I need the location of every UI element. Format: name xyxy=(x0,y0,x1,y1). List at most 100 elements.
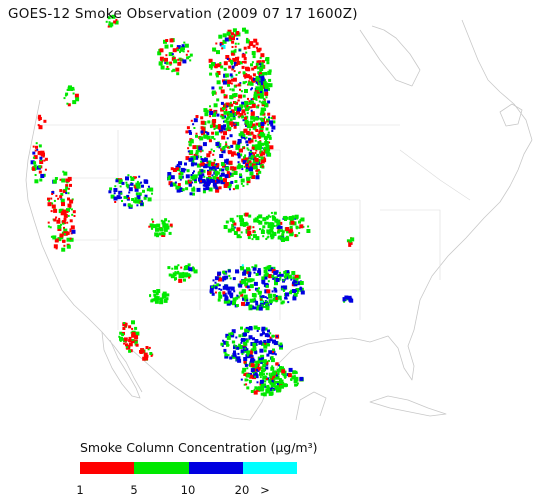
smoke-pixel xyxy=(264,87,268,92)
smoke-pixel xyxy=(239,104,244,109)
smoke-pixel xyxy=(176,72,180,76)
smoke-pixel xyxy=(264,149,268,153)
smoke-pixel xyxy=(200,120,205,125)
smoke-pixel xyxy=(249,171,254,176)
smoke-pixel xyxy=(259,295,262,297)
smoke-pixel xyxy=(135,343,139,347)
smoke-pixel xyxy=(256,66,260,70)
smoke-pixel xyxy=(236,346,240,350)
smoke-pixel xyxy=(281,230,285,234)
page-title: GOES-12 Smoke Observation (2009 07 17 16… xyxy=(8,6,358,22)
smoke-pixel xyxy=(224,182,229,186)
smoke-pixel xyxy=(228,160,233,165)
smoke-pixel xyxy=(174,277,177,281)
smoke-pixel xyxy=(138,175,141,178)
smoke-pixel xyxy=(258,134,261,136)
smoke-pixel xyxy=(264,221,268,225)
smoke-pixel xyxy=(283,270,287,274)
smoke-pixel xyxy=(69,183,72,187)
smoke-pixel xyxy=(125,325,128,328)
smoke-pixel xyxy=(266,265,271,270)
smoke-pixel xyxy=(128,187,133,192)
smoke-pixel xyxy=(252,125,257,130)
smoke-pixel xyxy=(267,70,272,75)
smoke-pixel xyxy=(275,278,280,282)
smoke-pixel xyxy=(266,229,271,234)
smoke-pixel xyxy=(243,341,245,344)
smoke-pixel xyxy=(254,96,258,100)
smoke-pixel xyxy=(187,50,190,53)
smoke-pixel xyxy=(120,196,122,199)
smoke-pixel xyxy=(282,285,287,290)
smoke-pixel xyxy=(250,106,253,109)
smoke-pixel xyxy=(222,291,226,295)
smoke-pixel xyxy=(295,227,298,230)
smoke-pixel xyxy=(265,57,270,61)
smoke-pixel xyxy=(203,182,208,187)
smoke-pixel xyxy=(154,232,159,237)
smoke-pixel xyxy=(290,220,295,225)
smoke-pixel xyxy=(274,218,279,223)
smoke-pixel xyxy=(243,341,248,346)
smoke-pixel xyxy=(208,64,213,69)
smoke-pixel xyxy=(221,116,225,120)
smoke-pixel xyxy=(266,339,271,343)
smoke-pixel xyxy=(270,386,273,389)
smoke-pixel xyxy=(119,339,122,342)
smoke-pixel xyxy=(122,322,127,327)
smoke-pixel xyxy=(69,237,72,240)
smoke-pixel xyxy=(141,184,144,188)
smoke-pixel xyxy=(257,327,261,330)
smoke-pixel xyxy=(200,160,203,163)
smoke-pixel xyxy=(233,290,236,293)
smoke-pixel xyxy=(296,384,299,387)
smoke-pixel xyxy=(274,289,278,293)
smoke-pixel xyxy=(226,301,231,306)
smoke-pixel xyxy=(252,146,257,151)
smoke-pixel xyxy=(261,103,265,107)
smoke-pixel xyxy=(225,127,229,131)
smoke-pixel xyxy=(251,61,254,64)
smoke-pixel xyxy=(203,181,206,184)
smoke-pixel xyxy=(233,70,236,73)
smoke-pixel xyxy=(223,225,228,229)
smoke-pixel xyxy=(230,109,235,114)
smoke-pixel xyxy=(225,220,229,224)
smoke-pixel xyxy=(239,82,242,85)
smoke-pixel xyxy=(59,208,64,213)
smoke-pixel xyxy=(282,216,286,220)
smoke-pixel xyxy=(250,359,253,362)
smoke-pixel xyxy=(193,269,198,274)
smoke-pixel xyxy=(264,141,269,146)
smoke-pixel xyxy=(346,239,350,243)
smoke-pixel xyxy=(259,74,262,77)
smoke-pixel xyxy=(216,188,220,192)
smoke-pixel xyxy=(229,172,234,177)
smoke-pixel xyxy=(259,81,264,86)
smoke-pixel xyxy=(224,106,227,109)
smoke-pixel xyxy=(225,341,229,345)
smoke-pixel xyxy=(232,166,237,171)
smoke-pixel xyxy=(170,182,173,185)
smoke-pixel xyxy=(110,194,115,199)
smoke-pixel xyxy=(294,274,299,279)
smoke-pixel xyxy=(227,354,230,357)
smoke-pixel xyxy=(274,353,277,356)
smoke-pixel xyxy=(252,134,257,139)
smoke-pixel xyxy=(238,343,242,347)
smoke-pixel xyxy=(232,77,237,82)
smoke-pixel xyxy=(216,179,221,184)
smoke-pixel xyxy=(186,56,190,60)
smoke-pixel xyxy=(250,139,254,143)
smoke-pixel xyxy=(192,145,197,150)
smoke-pixel xyxy=(214,111,217,114)
smoke-pixel xyxy=(37,124,40,127)
smoke-pixel xyxy=(234,122,237,125)
smoke-pixel xyxy=(215,164,219,168)
smoke-pixel xyxy=(230,144,234,148)
smoke-pixel xyxy=(240,90,243,93)
smoke-pixel xyxy=(244,212,249,217)
smoke-pixel xyxy=(265,96,268,99)
smoke-pixel xyxy=(298,232,301,235)
smoke-pixel xyxy=(292,370,297,375)
